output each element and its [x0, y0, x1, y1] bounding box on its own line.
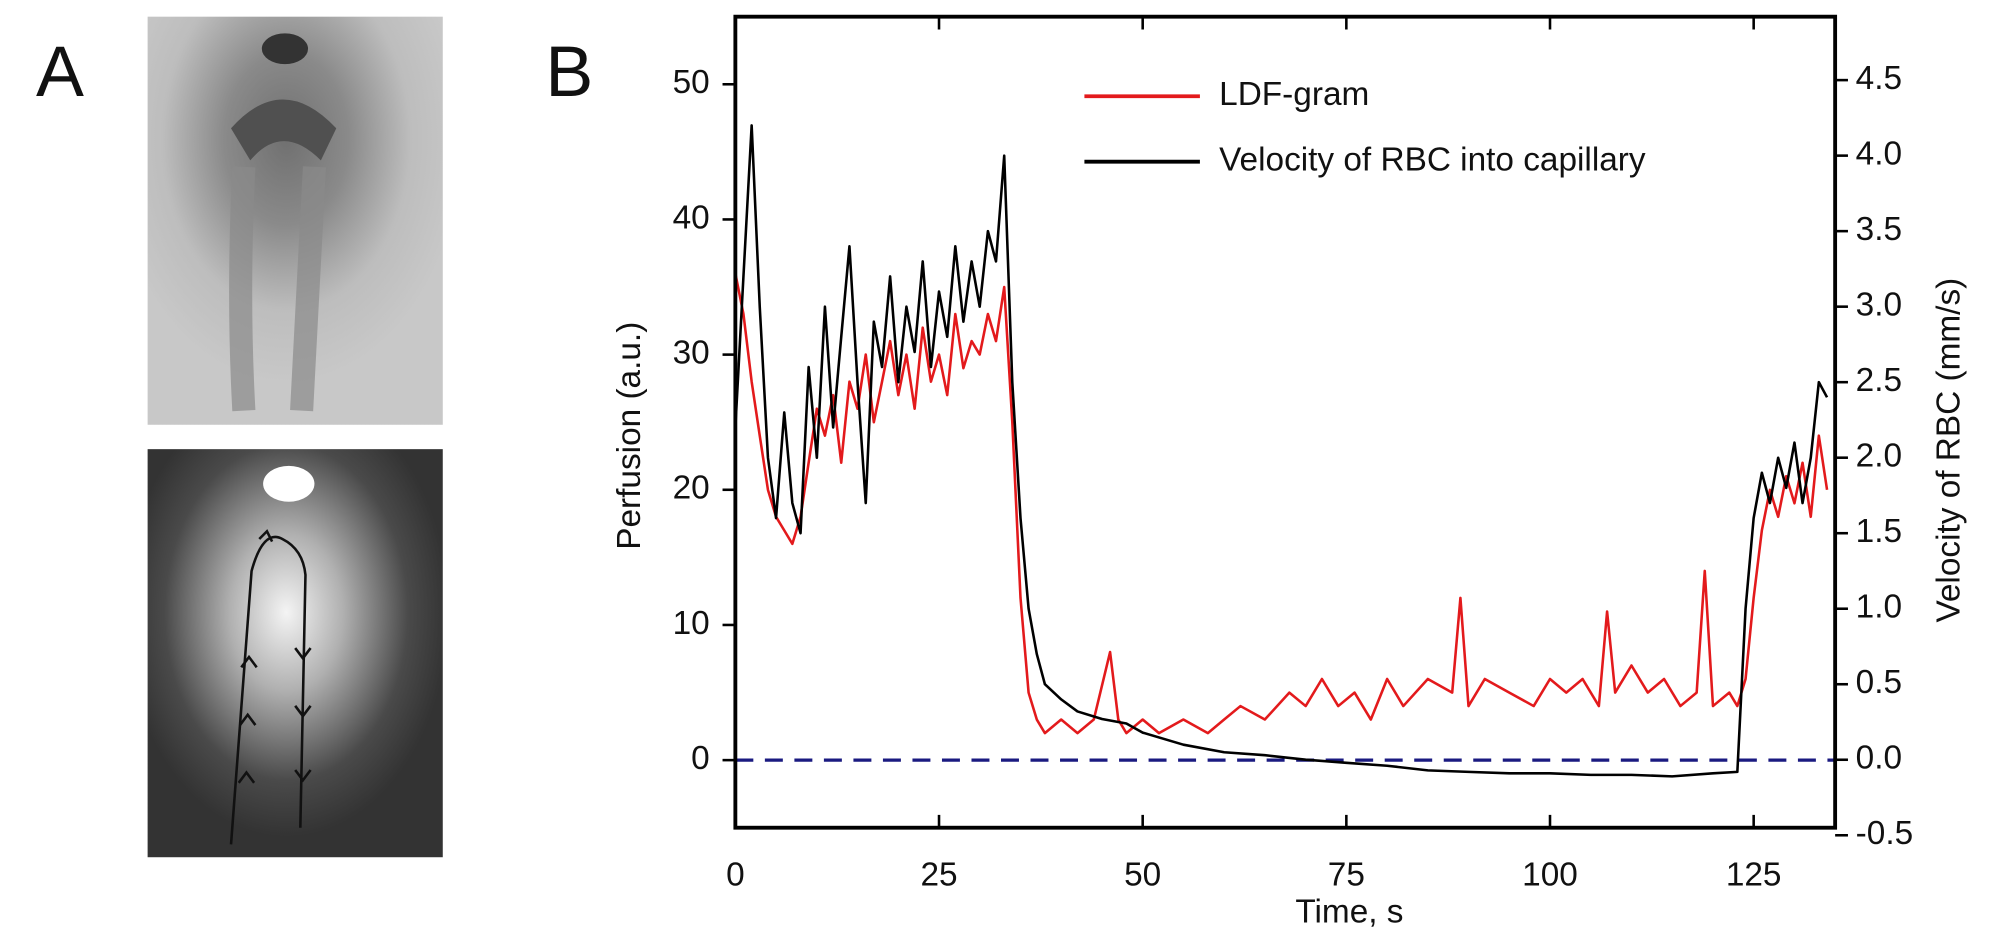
- y2-tick-label: 0.5: [1856, 664, 1902, 701]
- micrograph-top: [147, 16, 443, 425]
- x-tick-label: 25: [920, 856, 957, 893]
- x-tick-label: 50: [1124, 856, 1161, 893]
- y-tick-label: 0: [691, 740, 710, 777]
- y2-tick-label: 2.5: [1856, 362, 1902, 399]
- y2-axis-label: Velocity of RBC (mm/s): [1930, 278, 1967, 623]
- y2-tick-label: 3.5: [1856, 211, 1902, 248]
- y2-tick-label: 4.5: [1856, 60, 1902, 97]
- panel-label: A: [36, 32, 84, 112]
- y-tick-label: 10: [673, 605, 710, 642]
- y2-tick-label: 3.0: [1856, 286, 1902, 323]
- data-line: [734, 273, 1829, 735]
- x-tick-label: 100: [1522, 856, 1578, 893]
- micrograph-bottom: [147, 449, 443, 858]
- data-line: [734, 124, 1829, 778]
- y-tick-label: 30: [673, 334, 710, 371]
- y2-tick-label: 4.0: [1856, 135, 1902, 172]
- panel-label: B: [545, 32, 593, 112]
- y-axis-label: Perfusion (a.u.): [611, 322, 648, 550]
- x-tick-label: 75: [1328, 856, 1365, 893]
- x-tick-label: 0: [726, 856, 745, 893]
- x-tick-label: 125: [1726, 856, 1782, 893]
- y-tick-label: 50: [673, 64, 710, 101]
- y2-tick-label: 1.0: [1856, 589, 1902, 626]
- y2-tick-label: -0.5: [1856, 815, 1913, 852]
- y2-tick-label: 2.0: [1856, 438, 1902, 475]
- plot-frame: [733, 14, 1838, 830]
- y2-tick-label: 0.0: [1856, 740, 1902, 777]
- x-axis-label: Time, s: [1295, 894, 1403, 931]
- legend-label: Velocity of RBC into capillary: [1219, 142, 1646, 179]
- y2-tick-label: 1.5: [1856, 513, 1902, 550]
- y-tick-label: 20: [673, 470, 710, 507]
- legend-label: LDF-gram: [1219, 76, 1369, 113]
- y-tick-label: 40: [673, 199, 710, 236]
